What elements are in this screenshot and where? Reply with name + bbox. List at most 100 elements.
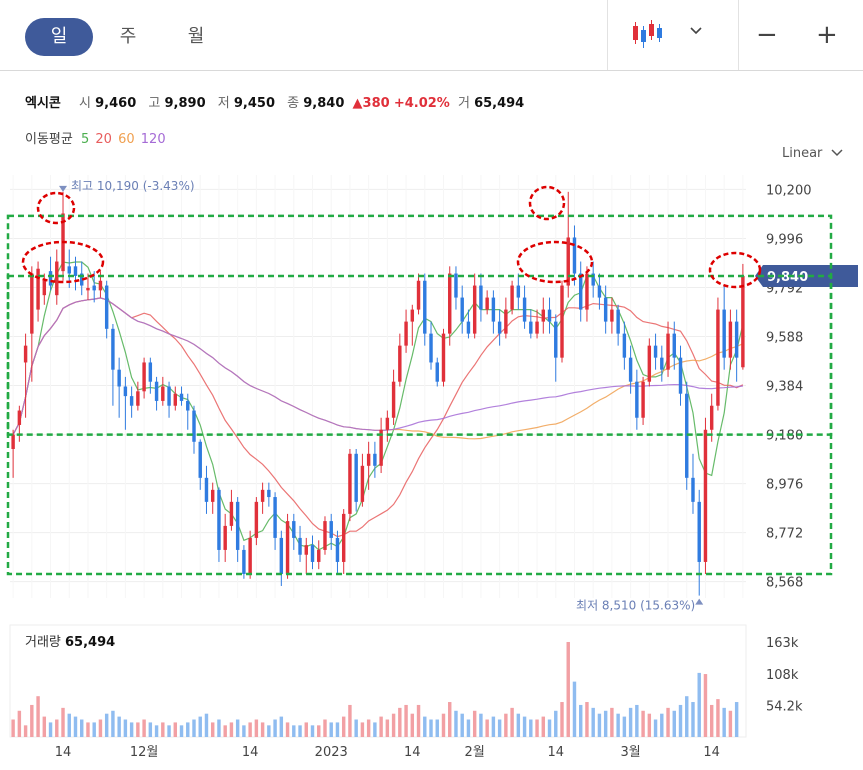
volume-bar: [541, 716, 546, 737]
candle: [435, 362, 439, 382]
candlestick-icon[interactable]: [630, 20, 664, 50]
volume-bar: [504, 713, 508, 737]
candle: [210, 489, 215, 502]
volume-bar: [204, 713, 209, 737]
date-axis: 14 12월 14 2023 14 2월 14 3월 14: [55, 745, 720, 760]
candle: [123, 386, 128, 397]
candle: [148, 362, 153, 382]
volume-bar: [161, 722, 165, 737]
volume-bar: [317, 725, 321, 737]
volume-bar: [167, 725, 171, 737]
volume-bar: [685, 696, 689, 737]
volume-bar: [691, 702, 695, 737]
zoom-in-button[interactable]: +: [816, 20, 838, 50]
volume-bar: [117, 716, 121, 737]
volume-bar: [179, 725, 184, 737]
candle: [416, 280, 421, 310]
volume-bar: [603, 710, 608, 737]
highlight-ellipse: [36, 191, 76, 225]
volume-bar: [136, 722, 140, 737]
tab-month[interactable]: 월: [187, 26, 205, 47]
volume-bar: [267, 725, 271, 737]
volume-bar: [273, 719, 277, 737]
volume-bar: [703, 674, 708, 737]
candle: [529, 321, 533, 334]
volume-bar: [391, 713, 396, 737]
candle: [223, 525, 227, 550]
ma-20[interactable]: 20: [95, 132, 112, 147]
volume-bar: [697, 672, 701, 737]
candle: [391, 381, 396, 418]
candle: [672, 333, 676, 358]
range-box: [6, 274, 833, 576]
candle: [98, 280, 103, 291]
candle: [603, 297, 608, 322]
candle: [167, 386, 171, 406]
volume-bar: [80, 719, 84, 737]
date-tick-label: 3월: [620, 745, 640, 760]
candle: [547, 309, 552, 322]
candle: [310, 545, 315, 562]
volume-bar: [366, 719, 371, 737]
volume-bar: [292, 725, 296, 737]
candle: [504, 309, 508, 334]
current-price-label: 9,840: [767, 270, 808, 285]
candle: [229, 501, 234, 526]
volume-bars: [11, 641, 739, 737]
ma-120[interactable]: 120: [140, 132, 166, 147]
zoom-out-button[interactable]: −: [756, 20, 778, 50]
candle: [666, 333, 670, 370]
volume-bar: [578, 704, 583, 737]
ma-60[interactable]: 60: [118, 132, 135, 147]
candle: [741, 275, 745, 368]
candle: [154, 381, 159, 401]
low-value: 9,450: [233, 96, 276, 111]
volume-bar: [678, 704, 683, 737]
volume-bar: [410, 713, 415, 737]
scale-selector[interactable]: Linear: [782, 146, 843, 161]
candle: [660, 357, 664, 370]
candle: [691, 477, 695, 502]
ma-line-20: [12, 297, 744, 538]
scale-label: Linear: [782, 146, 823, 161]
candle: [348, 453, 352, 514]
volume-bar: [660, 713, 664, 737]
candle: [73, 266, 78, 276]
tab-day[interactable]: 일: [25, 18, 93, 56]
price-tick-label: 9,996: [766, 232, 803, 247]
ma-label: 이동평균: [25, 132, 73, 147]
candle: [566, 237, 570, 286]
volume-bar: [585, 702, 589, 737]
ma-5[interactable]: 5: [80, 132, 90, 147]
tab-week[interactable]: 주: [119, 26, 137, 47]
volume-bar: [142, 719, 146, 737]
volume-bar: [647, 713, 652, 737]
date-tick-label: 14: [242, 745, 259, 760]
volume-bar: [61, 707, 65, 737]
volume-bar: [641, 710, 645, 737]
volume-bar: [635, 704, 639, 737]
chevron-down-icon[interactable]: [690, 27, 702, 35]
candle: [510, 285, 514, 310]
volume-bar: [192, 719, 196, 737]
volume-bar: [709, 704, 714, 737]
volume-bar: [129, 722, 134, 737]
volume-bar: [734, 702, 739, 737]
candle: [192, 410, 196, 442]
volume-label: 거: [457, 96, 470, 111]
volume-bar: [572, 681, 577, 737]
candle: [92, 285, 96, 291]
volume-bar: [98, 719, 103, 737]
candle: [292, 521, 296, 538]
volume-bar: [722, 707, 726, 737]
volume-bar: [111, 710, 115, 737]
volume-bar: [354, 719, 358, 737]
candle: [298, 537, 302, 555]
candle: [635, 381, 639, 418]
volume-bar: [429, 719, 433, 737]
volume-bar: [728, 710, 733, 737]
volume-value: 65,494: [474, 96, 525, 111]
volume-bar: [497, 719, 502, 737]
volume-bar: [186, 722, 190, 737]
